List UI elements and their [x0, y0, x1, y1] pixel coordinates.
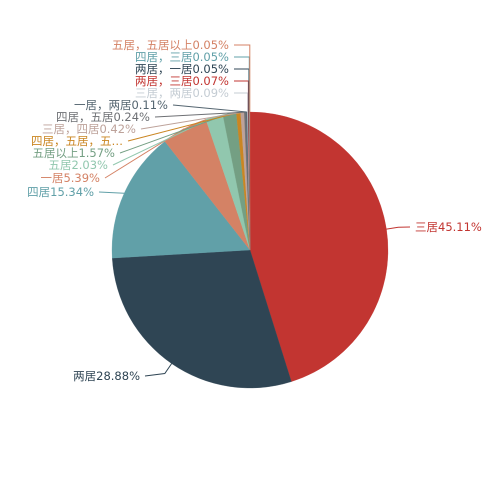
leader-line	[140, 111, 243, 130]
leader-line	[234, 68, 250, 112]
leader-line	[154, 111, 246, 118]
leader-line	[127, 112, 239, 142]
slice-label: 三居45.11%	[415, 220, 482, 234]
slice-label: 两居，一居0.05%	[135, 62, 229, 76]
slice-label: 两居，三居0.07%	[135, 74, 229, 88]
slice-label: 五居，五居以上0.05%	[112, 38, 229, 52]
leader-line	[98, 191, 125, 194]
slice-label: 五居以上1.57%	[32, 146, 115, 160]
pie-slices	[111, 111, 389, 389]
leader-line	[119, 113, 230, 154]
slice-label: 四居，五居0.24%	[56, 110, 150, 124]
pie-labels: 三居45.11%两居28.88%四居15.34%一居5.39%五居2.03%五居…	[27, 38, 482, 383]
leader-line	[386, 226, 411, 230]
leader-line	[234, 92, 249, 112]
slice-label: 五居2.03%	[48, 158, 108, 172]
slice-label: 一居5.39%	[40, 171, 100, 185]
slice-label: 一居，两居0.11%	[74, 98, 168, 112]
leader-line	[234, 80, 249, 112]
slice-label: 四居15.34%	[27, 185, 94, 199]
slice-label: 四居，三居0.05%	[135, 50, 229, 64]
slice-label: 三居，四居0.42%	[42, 122, 136, 136]
label-leader-lines	[98, 44, 411, 377]
leader-line	[234, 44, 251, 112]
leader-line	[172, 104, 247, 113]
slice-label: 三居，两居0.09%	[135, 86, 229, 100]
pie-slice[interactable]	[112, 249, 292, 389]
slice-label: 两居28.88%	[73, 369, 140, 383]
leader-line	[144, 363, 173, 377]
slice-label: 四居，五居，五…	[31, 134, 123, 148]
leader-line	[234, 56, 250, 112]
